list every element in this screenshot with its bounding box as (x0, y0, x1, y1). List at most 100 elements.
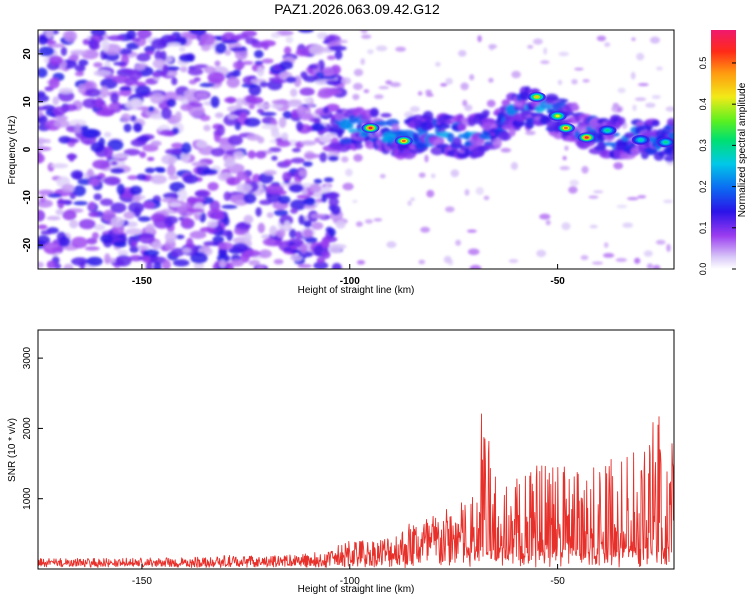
spectrogram-cell (210, 96, 220, 108)
spectrogram-cell (91, 232, 99, 240)
spectrogram-cell (207, 71, 225, 84)
spectrogram-cell (38, 46, 55, 57)
spectrogram-cell (52, 106, 66, 117)
spectrogram-cell (356, 260, 366, 265)
spectrogram-cell (630, 71, 636, 80)
spectrogram-cell (339, 137, 355, 145)
spectrogram-cell (257, 222, 265, 234)
spectrogram-cell (296, 121, 304, 132)
spectrogram-peak (605, 129, 610, 132)
spectrogram-cell (283, 247, 292, 252)
spectrogram-cell (363, 89, 370, 94)
spectrogram-cell (78, 59, 89, 67)
spectrogram-cell (93, 193, 102, 201)
spectrogram-peaks (361, 91, 674, 148)
spectrogram-cell (593, 190, 604, 194)
spectrogram-cell (289, 228, 297, 239)
spectrogram-cell (450, 169, 460, 178)
spectrogram-cell (475, 187, 484, 195)
spectrogram-cell (143, 201, 155, 210)
spectrogram-cell (38, 146, 52, 152)
spectrogram-cell (155, 167, 166, 173)
y-tick-label: 1000 (22, 487, 33, 510)
top-x-axis-label: Height of straight line (km) (298, 285, 415, 296)
spectrogram-cell (38, 224, 48, 230)
spectrogram-cell (329, 125, 345, 136)
spectrogram-cell (102, 209, 116, 222)
spectrogram-cell (69, 119, 87, 127)
spectrogram-cell (163, 215, 178, 225)
colorbar-tick-label: 0.3 (698, 139, 708, 152)
spectrogram-cell (266, 192, 282, 203)
spectrogram-cell (353, 68, 364, 77)
spectrogram-cell (452, 136, 462, 147)
spectrogram-panel: -150 -100 -50 20 10 0 -10 -20 Height of straig… (7, 29, 675, 296)
spectrogram-cell (87, 168, 94, 178)
spectrogram-cell (61, 184, 75, 193)
spectrogram-cell (182, 217, 191, 226)
spectrogram-cell (107, 139, 124, 151)
y-tick-label: 3000 (22, 347, 33, 370)
spectrogram-cell (47, 193, 62, 198)
spectrogram-cell (369, 107, 379, 118)
colorbar: 0.0 0.1 0.2 0.3 0.4 0.5 Normalized spectral a… (698, 30, 748, 275)
spectrogram-cell (632, 104, 637, 112)
spectrogram-cell (527, 45, 534, 49)
spectrogram-cell (643, 250, 653, 257)
spectrogram-cell (283, 159, 293, 166)
spectrogram-cell (483, 195, 490, 201)
y-tick-label: 20 (22, 48, 33, 60)
spectrogram-cell (160, 129, 174, 136)
spectrogram-peak (584, 136, 589, 139)
spectrogram-cell (572, 104, 580, 111)
spectrogram-cell (651, 119, 660, 127)
spectrogram-cell (259, 111, 277, 117)
spectrogram-cell (254, 60, 264, 65)
spectrogram-cell (430, 146, 444, 156)
spectrogram-cell (50, 163, 69, 169)
spectrogram-cell (287, 100, 303, 108)
spectrogram-cell (186, 196, 197, 204)
spectrogram-cell (319, 152, 328, 163)
spectrogram-cell (571, 79, 578, 85)
spectrogram-cell (303, 220, 312, 228)
colorbar-label: Normalized spectral amplitude (737, 82, 748, 217)
spectrogram-cell (38, 235, 51, 246)
spectrogram-cell (268, 147, 282, 153)
spectrogram-cell (172, 259, 190, 267)
spectrogram-cell (331, 262, 342, 269)
spectrogram-cell (311, 222, 324, 230)
spectrogram-cell (69, 219, 79, 229)
spectrogram-cell (508, 259, 519, 263)
colorbar-tick-label: 0.4 (698, 98, 708, 111)
spectrogram-cell (443, 255, 452, 264)
spectrogram-cell (322, 106, 330, 114)
spectrogram-cell (667, 131, 674, 140)
spectrogram-cell (298, 112, 314, 121)
spectrogram-cell (417, 91, 423, 96)
spectrogram-cell (187, 67, 204, 76)
spectrogram-cell (636, 52, 645, 61)
spectrogram-cell (466, 229, 477, 233)
spectrogram-cell (235, 33, 249, 40)
snr-panel: -150 -100 -50 1000 2000 3000 Height of strai… (7, 329, 675, 595)
spectrogram-cell (525, 130, 536, 136)
bottom-x-ticks: -150 -100 -50 (132, 564, 565, 587)
top-x-ticks: -150 -100 -50 (132, 264, 565, 287)
spectrogram-cell (246, 134, 261, 141)
spectrogram-cell (241, 60, 254, 65)
spectrogram-cell (165, 71, 178, 77)
spectrogram-cell (315, 71, 325, 78)
spectrogram-cell (62, 210, 77, 221)
spectrogram-cell (511, 70, 521, 79)
spectrogram-cell (149, 256, 167, 264)
spectrogram-cell (273, 209, 289, 217)
spectrogram-cell (236, 171, 247, 181)
spectrogram-cell (93, 224, 106, 231)
spectrogram-cell (313, 178, 323, 185)
spectrogram-cell (125, 228, 143, 236)
spectrogram-cell (418, 259, 426, 265)
spectrogram-peak (563, 126, 568, 130)
spectrogram-cell (321, 250, 331, 259)
spectrogram-cell (634, 257, 641, 264)
